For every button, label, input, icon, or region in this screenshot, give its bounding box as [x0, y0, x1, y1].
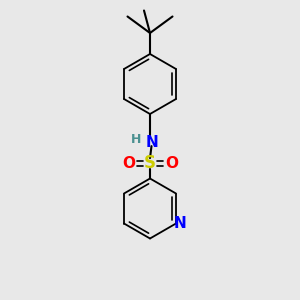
Text: O: O [165, 156, 178, 171]
Text: S: S [144, 154, 156, 172]
Text: N: N [146, 135, 159, 150]
Text: N: N [173, 216, 186, 231]
Text: H: H [131, 133, 142, 146]
Text: O: O [122, 156, 135, 171]
